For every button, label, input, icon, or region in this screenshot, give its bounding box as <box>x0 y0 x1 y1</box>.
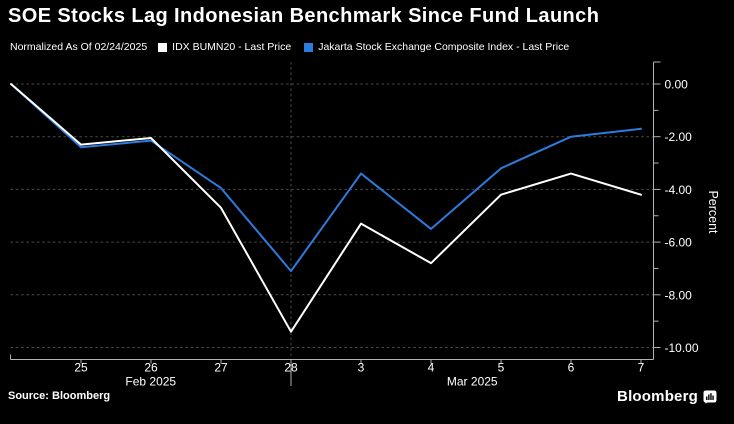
legend-label-idx-bumn20: IDX BUMN20 - Last Price <box>172 41 292 53</box>
series-line-idx-bumn20 <box>10 83 642 333</box>
source-note: Source: Bloomberg <box>8 390 111 402</box>
y-tick-label: -8.00 <box>665 288 693 302</box>
y-axis-title: Percent <box>706 190 720 234</box>
y-tick-label: 0.00 <box>665 78 689 92</box>
x-tick-label: 7 <box>638 361 645 375</box>
bloomberg-logo: Bloomberg <box>617 388 717 405</box>
y-tick-label: -6.00 <box>665 236 693 250</box>
x-tick-label: 25 <box>74 361 88 375</box>
page-title: SOE Stocks Lag Indonesian Benchmark Sinc… <box>8 5 600 27</box>
legend-item-idx-bumn20: IDX BUMN20 - Last Price <box>158 41 291 53</box>
x-tick-label: 4 <box>428 361 435 375</box>
x-tick-label: 3 <box>358 361 365 375</box>
x-tick-label: 28 <box>284 361 298 375</box>
x-tick-label: 6 <box>568 361 575 375</box>
white-series-swatch-icon <box>158 42 168 52</box>
legend-label-jakarta-composite: Jakarta Stock Exchange Composite Index -… <box>318 41 570 53</box>
series-line-jakarta-composite <box>10 83 642 273</box>
x-tick-label: 5 <box>498 361 505 375</box>
bloomberg-wordmark: Bloomberg <box>617 388 698 405</box>
y-tick-label: -2.00 <box>665 130 693 144</box>
legend-item-jakarta-composite: Jakarta Stock Exchange Composite Index -… <box>304 41 569 53</box>
bloomberg-terminal-icon <box>703 390 717 404</box>
x-tick-label: 27 <box>214 361 228 375</box>
legend: Normalized As Of 02/24/2025 IDX BUMN20 -… <box>10 41 582 53</box>
y-tick-label: -10.00 <box>665 341 699 355</box>
x-tick-label: 26 <box>144 361 158 375</box>
blue-series-swatch-icon <box>304 42 314 52</box>
month-label-mar: Mar 2025 <box>447 375 498 389</box>
legend-note: Normalized As Of 02/24/2025 <box>10 41 148 53</box>
y-tick-label: -4.00 <box>665 183 693 197</box>
month-label-feb: Feb 2025 <box>125 375 176 389</box>
